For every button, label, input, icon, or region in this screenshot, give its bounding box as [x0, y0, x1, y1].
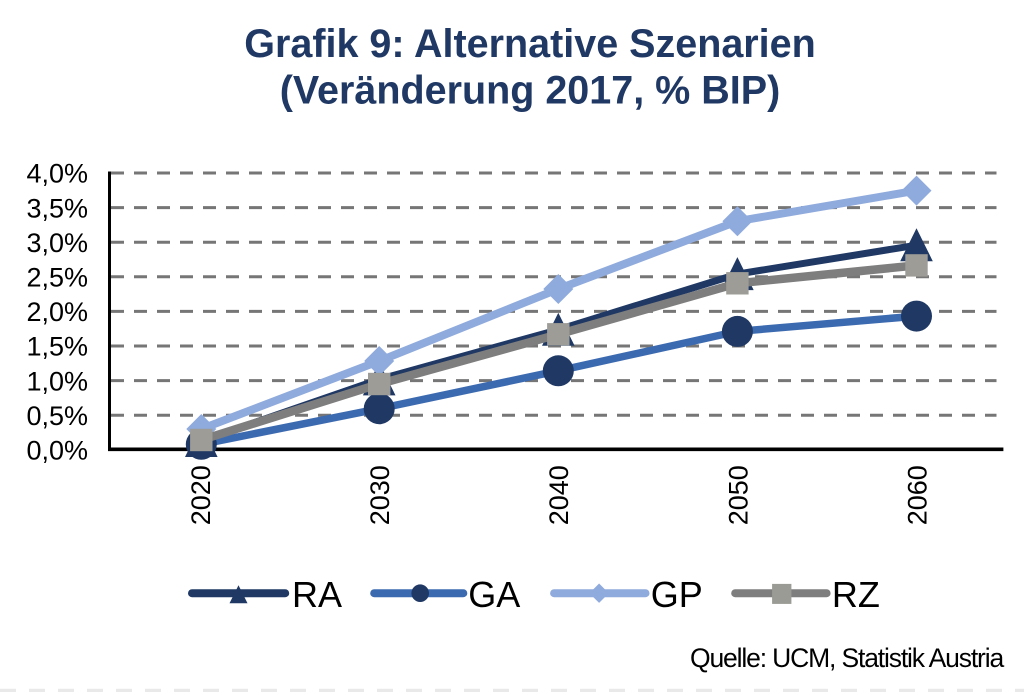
svg-text:Quelle: UCM, Statistik Austria: Quelle: UCM, Statistik Austria	[690, 643, 1004, 673]
svg-text:2020: 2020	[186, 465, 216, 525]
svg-text:3,5%: 3,5%	[26, 193, 88, 223]
svg-text:2050: 2050	[723, 465, 753, 525]
svg-text:1,0%: 1,0%	[26, 366, 88, 396]
svg-text:4,0%: 4,0%	[26, 159, 88, 189]
svg-text:Grafik 9: Alternative Szenarie: Grafik 9: Alternative Szenarien	[244, 22, 816, 66]
svg-text:(Veränderung 2017, % BIP): (Veränderung 2017, % BIP)	[280, 69, 781, 113]
svg-text:RA: RA	[292, 574, 342, 615]
svg-text:3,0%: 3,0%	[26, 228, 88, 258]
svg-text:1,5%: 1,5%	[26, 332, 88, 362]
svg-text:0,0%: 0,0%	[26, 435, 88, 465]
svg-text:2060: 2060	[902, 465, 932, 525]
svg-text:RZ: RZ	[832, 574, 880, 615]
svg-text:2,0%: 2,0%	[26, 297, 88, 327]
svg-text:GA: GA	[468, 574, 520, 615]
svg-text:0,5%: 0,5%	[26, 401, 88, 431]
svg-text:2030: 2030	[365, 465, 395, 525]
svg-text:2040: 2040	[544, 465, 574, 525]
svg-text:GP: GP	[651, 574, 703, 615]
svg-text:2,5%: 2,5%	[26, 262, 88, 292]
